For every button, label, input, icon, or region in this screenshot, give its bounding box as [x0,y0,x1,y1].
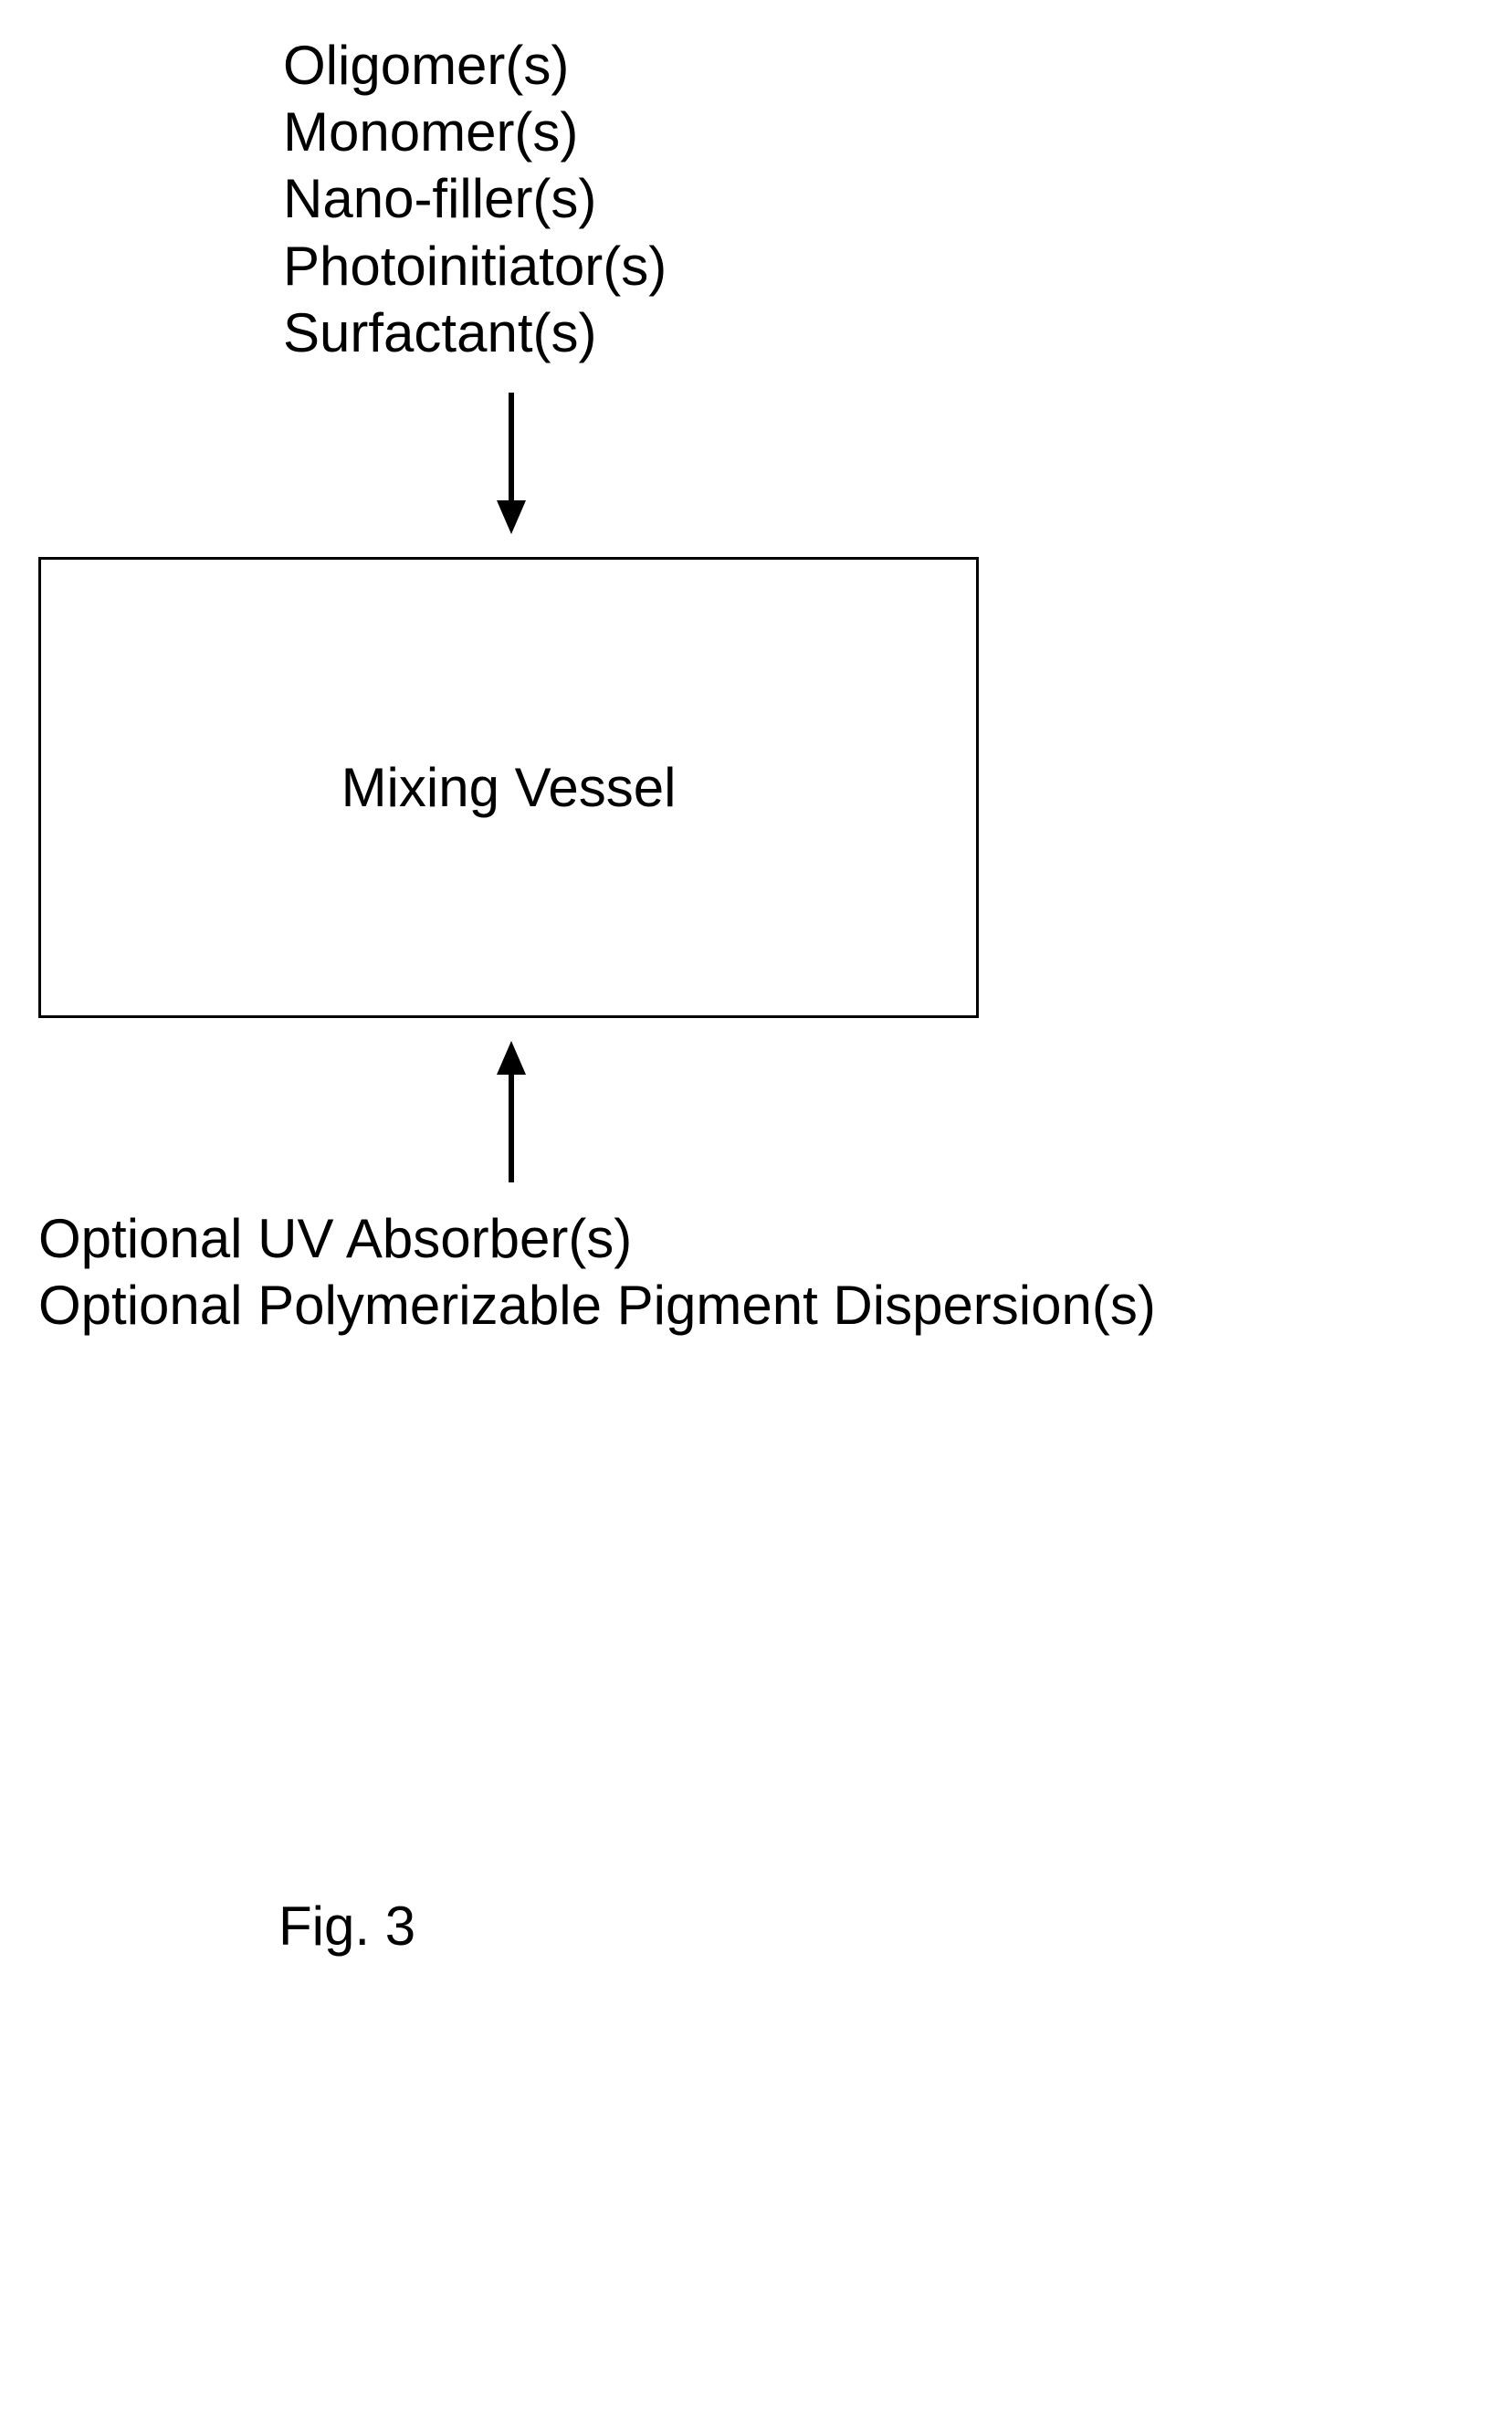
arrow-up-icon [493,1041,530,1182]
bottom-input-item: Optional UV Absorber(s) [38,1205,1156,1272]
figure-label: Fig. 3 [278,1895,415,1958]
top-input-item: Nano-filler(s) [283,165,667,232]
mixing-vessel-label: Mixing Vessel [341,756,677,819]
mixing-vessel-node: Mixing Vessel [38,557,979,1018]
bottom-input-item: Optional Polymerizable Pigment Dispersio… [38,1272,1156,1339]
top-input-item: Surfactant(s) [283,299,667,366]
top-input-item: Photoinitiator(s) [283,233,667,299]
top-inputs-list: Oligomer(s) Monomer(s) Nano-filler(s) Ph… [283,32,667,366]
top-input-item: Oligomer(s) [283,32,667,99]
arrow-down-icon [493,393,530,534]
top-input-item: Monomer(s) [283,99,667,165]
bottom-inputs-list: Optional UV Absorber(s) Optional Polymer… [38,1205,1156,1339]
process-diagram: Oligomer(s) Monomer(s) Nano-filler(s) Ph… [0,0,1512,2426]
